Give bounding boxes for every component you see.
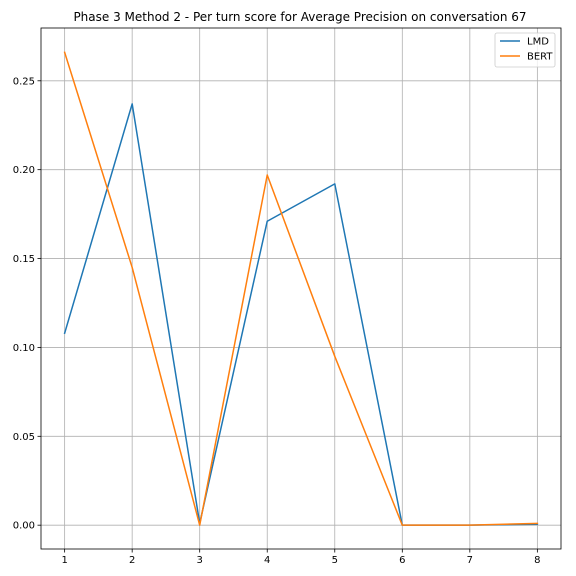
x-tick-label: 5 bbox=[332, 555, 338, 566]
x-tick-label: 8 bbox=[534, 555, 540, 566]
y-tick-label: 0.25 bbox=[13, 76, 35, 87]
series-lines bbox=[63, 51, 539, 526]
x-tick-label: 3 bbox=[197, 555, 203, 566]
legend-label-lmd: LMD bbox=[527, 37, 549, 48]
y-tick-label: 0.20 bbox=[13, 165, 35, 176]
grid bbox=[41, 28, 561, 549]
x-tick-label: 4 bbox=[264, 555, 270, 566]
x-tick-label: 1 bbox=[61, 555, 67, 566]
series-line-bert bbox=[63, 51, 539, 526]
x-tick-label: 7 bbox=[467, 555, 473, 566]
legend-label-bert: BERT bbox=[527, 52, 553, 63]
plot-frame bbox=[40, 27, 562, 550]
y-tick-label: 0.00 bbox=[13, 521, 35, 532]
y-tick-label: 0.10 bbox=[13, 343, 35, 354]
legend: LMD BERT bbox=[494, 32, 556, 68]
chart-title: Phase 3 Method 2 - Per turn score for Av… bbox=[73, 10, 526, 24]
y-tick-label: 0.05 bbox=[13, 432, 35, 443]
x-tick-label: 2 bbox=[129, 555, 135, 566]
x-tick-label: 6 bbox=[399, 555, 405, 566]
axis-ticks: 1 2 3 4 5 6 7 8 0.00 0.05 0.10 0.15 0.20 0.25 bbox=[13, 76, 541, 566]
y-tick-label: 0.15 bbox=[13, 254, 35, 265]
